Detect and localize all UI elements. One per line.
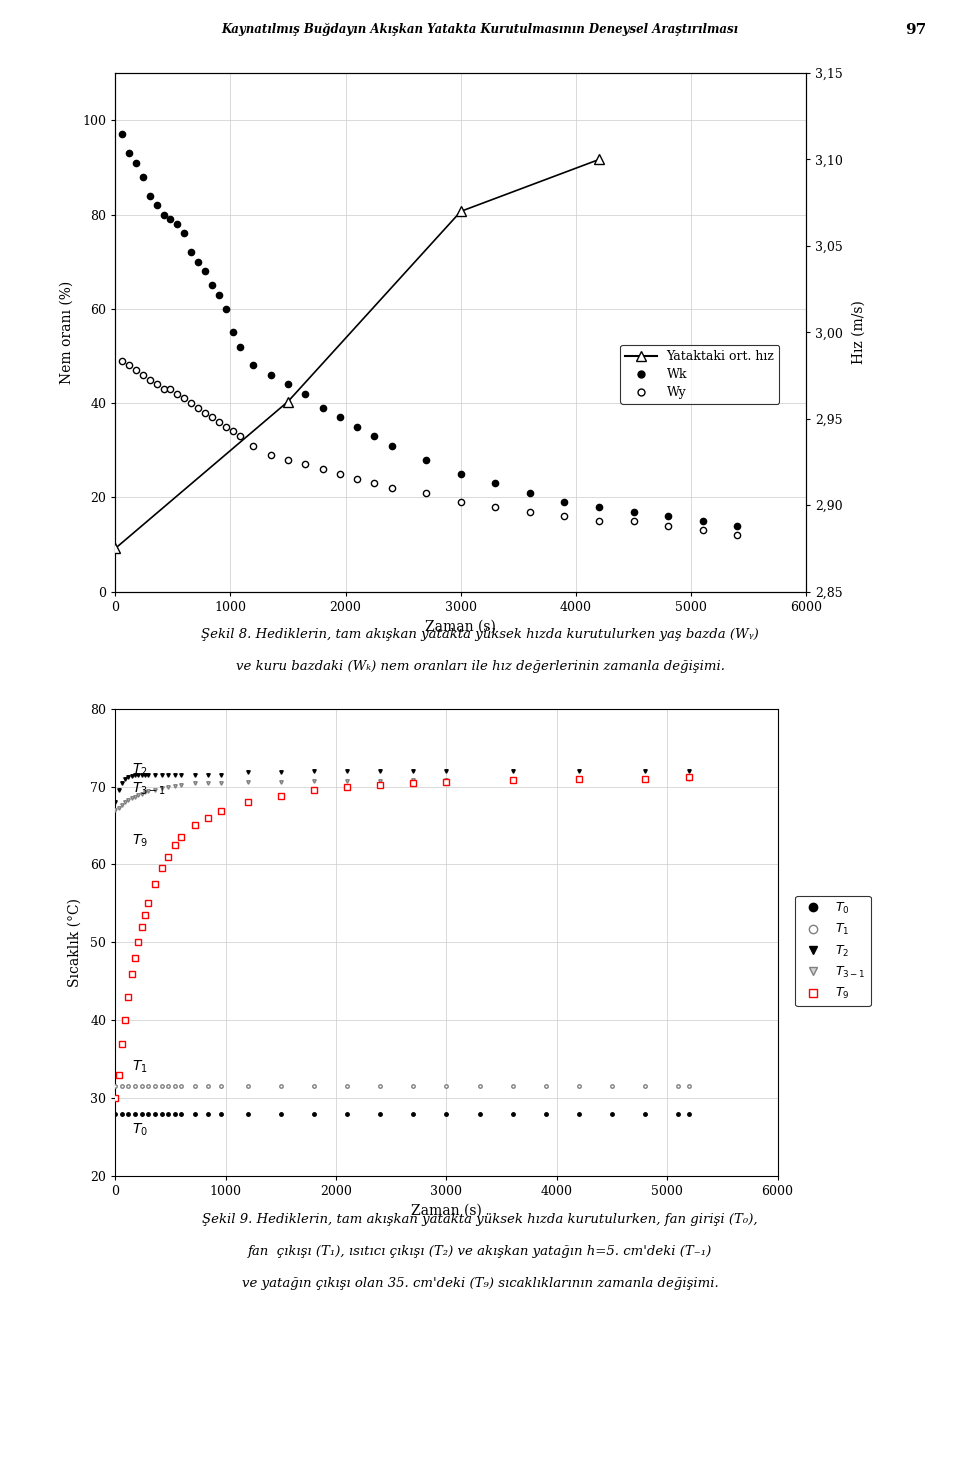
X-axis label: Zaman (s): Zaman (s) (425, 619, 496, 633)
X-axis label: Zaman (s): Zaman (s) (411, 1204, 482, 1217)
Text: Kaynatılmış Buğdayın Akışkan Yatakta Kurutulmasının Deneysel Araştırılması: Kaynatılmış Buğdayın Akışkan Yatakta Kur… (222, 23, 738, 37)
Text: $T_2$: $T_2$ (132, 763, 148, 779)
Text: 97: 97 (905, 23, 926, 38)
Text: fan  çıkışı (T₁), ısıtıcı çıkışı (T₂) ve akışkan yatağın h=5. cm'deki (T₋₁): fan çıkışı (T₁), ısıtıcı çıkışı (T₂) ve … (248, 1245, 712, 1258)
Text: $T_9$: $T_9$ (132, 833, 148, 849)
Legend: Yataktaki ort. hız, Wk, Wy: Yataktaki ort. hız, Wk, Wy (620, 345, 780, 403)
Y-axis label: Nem oranı (%): Nem oranı (%) (60, 281, 74, 384)
Y-axis label: Sıcaklık (°C): Sıcaklık (°C) (68, 899, 82, 986)
Text: Şekil 8. Hediklerin, tam akışkan yatakta yüksek hızda kurutulurken yaş bazda (Wᵧ: Şekil 8. Hediklerin, tam akışkan yatakta… (202, 628, 758, 641)
Y-axis label: Hız (m/s): Hız (m/s) (852, 301, 866, 364)
Text: ve yatağın çıkışı olan 35. cm'deki (T₉) sıcaklıklarının zamanla değişimi.: ve yatağın çıkışı olan 35. cm'deki (T₉) … (242, 1277, 718, 1290)
Text: ve kuru bazdaki (Wₖ) nem oranları ile hız değerlerinin zamanla değişimi.: ve kuru bazdaki (Wₖ) nem oranları ile hı… (235, 660, 725, 674)
Text: $T_0$: $T_0$ (132, 1121, 148, 1138)
Text: $T_{3-1}$: $T_{3-1}$ (132, 780, 166, 798)
Text: $T_1$: $T_1$ (132, 1059, 148, 1075)
Legend: $T_0$, $T_1$, $T_2$, $T_{3-1}$, $T_9$: $T_0$, $T_1$, $T_2$, $T_{3-1}$, $T_9$ (795, 896, 871, 1007)
Text: Şekil 9. Hediklerin, tam akışkan yatakta yüksek hızda kurutulurken, fan girişi (: Şekil 9. Hediklerin, tam akışkan yatakta… (203, 1213, 757, 1226)
